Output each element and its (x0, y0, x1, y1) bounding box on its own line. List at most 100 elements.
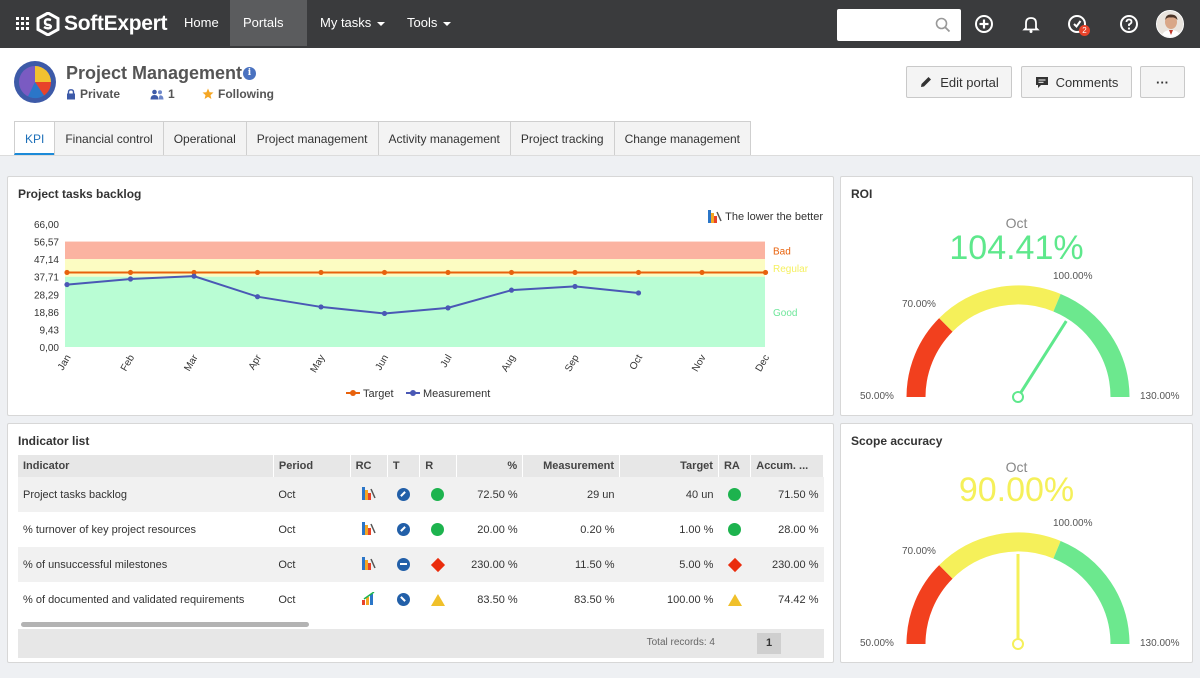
help-icon[interactable] (1119, 14, 1139, 34)
data-point-measurement[interactable] (64, 281, 70, 288)
col-measurement[interactable]: Measurement (522, 455, 621, 477)
search-input[interactable] (837, 9, 961, 41)
table-row[interactable]: % turnover of key project resources Oct 20… (18, 512, 824, 547)
tab-operational[interactable]: Operational (162, 121, 247, 155)
data-point-measurement[interactable] (635, 290, 642, 296)
nav-home[interactable]: Home (171, 0, 232, 46)
trend-down-icon (397, 593, 411, 606)
search-icon[interactable] (935, 17, 951, 33)
data-point-measurement[interactable] (508, 287, 515, 293)
col-accum[interactable]: Accum. ... (750, 455, 824, 477)
data-point-target[interactable] (508, 269, 515, 276)
data-point-target[interactable] (191, 269, 197, 276)
tasks-notification[interactable]: 2 (1067, 14, 1090, 36)
total-records: Total records: 4 (646, 637, 715, 648)
user-photo-icon (1157, 11, 1183, 37)
gauge-band-good (1053, 293, 1130, 398)
col-indicator[interactable]: Indicator (18, 455, 274, 477)
data-point-target[interactable] (699, 269, 705, 276)
trend-cell (387, 547, 420, 582)
trend-up-icon (397, 488, 411, 501)
data-point-target[interactable] (572, 269, 578, 276)
data-point-measurement[interactable] (127, 276, 134, 282)
apps-grid-icon[interactable] (16, 17, 30, 31)
info-icon[interactable]: i (243, 67, 256, 80)
lower-better-note: The lower the better (708, 210, 823, 223)
col-t[interactable]: T (387, 455, 421, 477)
data-point-measurement[interactable] (381, 310, 388, 317)
more-options-button[interactable]: ··· (1140, 66, 1185, 98)
bell-icon[interactable] (1021, 14, 1041, 34)
horizontal-scrollbar[interactable] (21, 622, 309, 627)
legend-label[interactable]: Target (363, 388, 394, 400)
ra-cell (718, 582, 750, 617)
roi-month: Oct (1005, 215, 1028, 231)
col-ra[interactable]: RA (718, 455, 752, 477)
nav-portals[interactable]: Portals (230, 0, 307, 72)
col-percent[interactable]: % (456, 455, 524, 477)
x-tick-label: Jul (439, 353, 455, 370)
indicator-name[interactable]: % of documented and validated requiremen… (23, 593, 245, 606)
indicator-name[interactable]: % turnover of key project resources (23, 523, 197, 536)
nav-my-tasks[interactable]: My tasks (307, 0, 398, 46)
brand-logo[interactable]: SoftExpert (36, 11, 167, 37)
scope-gauge (906, 532, 1130, 650)
period-cell: Oct (273, 547, 351, 582)
gauge-band-good (1053, 540, 1130, 645)
edit-portal-button[interactable]: Edit portal (906, 66, 1012, 98)
col-period[interactable]: Period (273, 455, 351, 477)
data-point-target[interactable] (254, 269, 261, 276)
result-yellow-triangle-icon (430, 593, 445, 606)
data-point-target[interactable] (445, 269, 451, 276)
table-row[interactable]: % of unsuccessful milestones Oct 230.00 % 1… (18, 547, 824, 582)
add-icon[interactable] (974, 14, 994, 34)
tab-financial-control[interactable]: Financial control (54, 121, 164, 155)
tab-project-tracking[interactable]: Project tracking (509, 121, 615, 155)
data-point-target[interactable] (318, 269, 324, 276)
scope-accuracy-panel: Scope accuracy Oct 90.00% 50.00% 70.00% … (840, 423, 1193, 663)
data-point-measurement[interactable] (318, 304, 324, 310)
page-title: Project Management (66, 63, 243, 83)
x-tick-label: Feb (119, 353, 137, 374)
col-target[interactable]: Target (619, 455, 719, 477)
brand-name: SoftExpert (64, 12, 168, 35)
data-point-target[interactable] (762, 269, 769, 276)
data-point-measurement[interactable] (572, 283, 578, 290)
indicator-name[interactable]: Project tasks backlog (18, 477, 274, 512)
tab-kpi[interactable]: KPI (14, 121, 56, 155)
data-point-target[interactable] (635, 269, 642, 276)
tab-activity-management[interactable]: Activity management (377, 121, 511, 155)
trend-cell (387, 477, 420, 512)
members-count[interactable]: 1 (150, 87, 175, 101)
legend-label[interactable]: Measurement (423, 388, 490, 400)
page-button[interactable]: 1 (757, 633, 781, 654)
data-point-measurement[interactable] (191, 273, 197, 279)
data-point-target[interactable] (64, 269, 70, 276)
indicator-name[interactable]: % of unsuccessful milestones (18, 547, 274, 582)
data-point-target[interactable] (127, 269, 134, 276)
more-options-icon: ··· (1156, 74, 1169, 90)
table-row[interactable]: Project tasks backlog Oct 72.50 % 29 un 40 u… (18, 477, 824, 512)
clock-check-icon (1068, 15, 1086, 33)
nav-tools[interactable]: Tools (394, 0, 464, 46)
data-point-target[interactable] (381, 269, 388, 276)
roi-gauge (906, 285, 1130, 403)
accum-cell: 71.50 % (750, 477, 824, 512)
nav-portals-label: Portals (243, 15, 284, 30)
following-toggle[interactable]: Following (202, 87, 274, 101)
data-point-measurement[interactable] (254, 294, 261, 300)
table-row[interactable]: % of documented and validated requiremen… (18, 582, 824, 617)
gauge-band-regular (939, 285, 1061, 332)
result-red-diamond-icon (430, 557, 445, 572)
scope-month: Oct (1005, 459, 1028, 475)
table-header: Indicator Period RC T R % Measurement Ta… (18, 455, 824, 477)
comments-button[interactable]: Comments (1021, 66, 1132, 98)
tab-project-management[interactable]: Project management (245, 121, 379, 155)
user-avatar[interactable] (1156, 10, 1184, 38)
tab-change-management[interactable]: Change management (613, 121, 752, 155)
comment-icon (1035, 76, 1048, 88)
col-r[interactable]: R (419, 455, 457, 477)
y-tick-label: 47,14 (34, 255, 59, 266)
col-rc[interactable]: RC (350, 455, 388, 477)
data-point-measurement[interactable] (445, 305, 451, 311)
